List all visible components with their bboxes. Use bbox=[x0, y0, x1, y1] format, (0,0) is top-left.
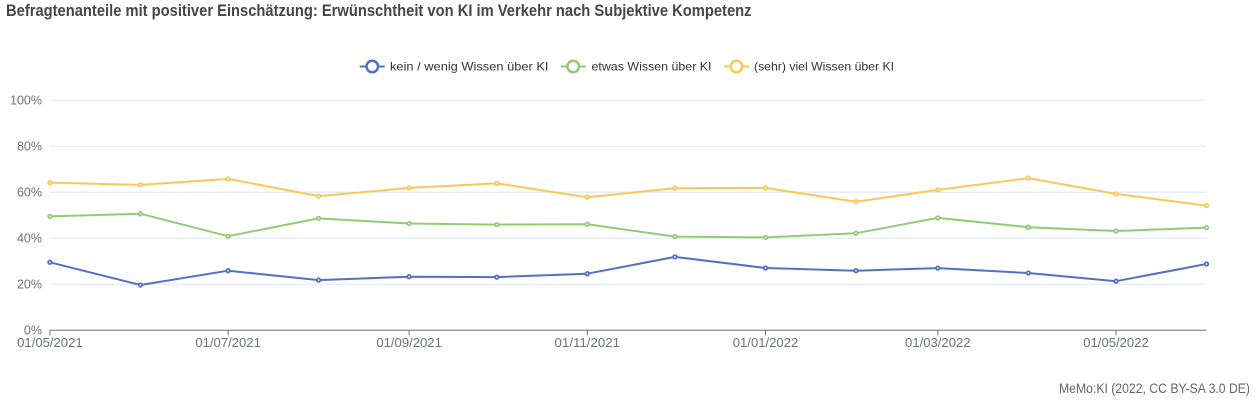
svg-text:01/05/2021: 01/05/2021 bbox=[17, 336, 83, 350]
svg-text:Befragtenanteile mit positiver: Befragtenanteile mit positiver Einschätz… bbox=[6, 2, 752, 20]
svg-text:etwas Wissen über KI: etwas Wissen über KI bbox=[592, 59, 712, 73]
svg-text:01/01/2022: 01/01/2022 bbox=[733, 336, 799, 350]
svg-text:01/09/2021: 01/09/2021 bbox=[376, 336, 442, 350]
svg-text:01/07/2021: 01/07/2021 bbox=[195, 336, 261, 350]
svg-text:MeMo:KI (2022, CC BY-SA 3.0 DE: MeMo:KI (2022, CC BY-SA 3.0 DE) bbox=[1059, 381, 1250, 396]
svg-text:(sehr) viel Wissen über KI: (sehr) viel Wissen über KI bbox=[754, 59, 894, 73]
svg-text:kein / wenig Wissen über KI: kein / wenig Wissen über KI bbox=[390, 59, 549, 73]
svg-text:80%: 80% bbox=[17, 139, 42, 153]
svg-text:0%: 0% bbox=[24, 323, 42, 337]
svg-text:01/03/2022: 01/03/2022 bbox=[905, 336, 971, 350]
svg-text:01/05/2022: 01/05/2022 bbox=[1083, 336, 1149, 350]
svg-text:60%: 60% bbox=[17, 185, 42, 199]
svg-text:01/11/2021: 01/11/2021 bbox=[555, 336, 621, 350]
svg-text:100%: 100% bbox=[10, 93, 42, 107]
svg-text:20%: 20% bbox=[17, 277, 42, 291]
svg-text:40%: 40% bbox=[17, 231, 42, 245]
